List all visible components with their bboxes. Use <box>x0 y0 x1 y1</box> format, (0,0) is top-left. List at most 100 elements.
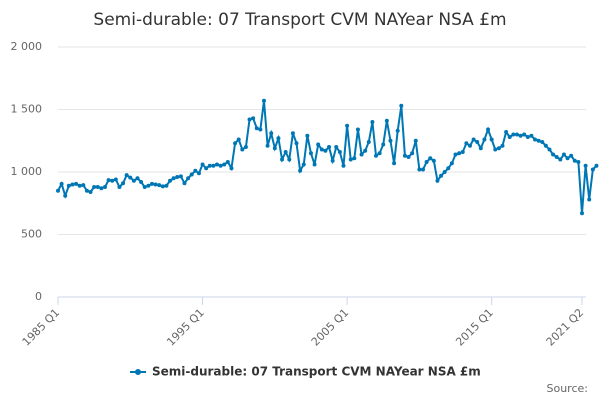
point <box>413 138 418 143</box>
point <box>337 150 342 154</box>
point <box>305 133 310 138</box>
point <box>124 173 129 178</box>
point <box>511 132 516 137</box>
point <box>283 150 288 154</box>
point <box>294 141 299 146</box>
point <box>435 178 440 183</box>
point <box>178 174 183 179</box>
point <box>323 148 328 153</box>
point <box>449 161 454 166</box>
point <box>77 183 82 188</box>
point <box>529 133 534 138</box>
point <box>417 167 422 172</box>
point <box>258 127 263 132</box>
y-tick-label: 1 500 <box>11 103 43 116</box>
point <box>110 178 115 183</box>
point <box>63 193 68 198</box>
point <box>189 172 194 177</box>
point <box>442 170 447 174</box>
point <box>381 142 386 147</box>
point <box>388 138 393 143</box>
point <box>182 181 187 186</box>
point <box>420 167 425 172</box>
point <box>135 176 140 181</box>
point <box>543 143 548 148</box>
point <box>131 178 136 183</box>
point <box>363 148 368 153</box>
point <box>280 157 285 162</box>
y-tick-label: 1 000 <box>11 165 43 178</box>
point <box>113 177 118 182</box>
x-tick-label: 2005 Q1 <box>309 306 352 349</box>
series-line <box>57 100 598 214</box>
point <box>276 136 281 141</box>
point <box>233 141 238 146</box>
point <box>56 188 60 193</box>
point <box>594 163 599 168</box>
point <box>569 153 574 158</box>
point <box>117 185 122 189</box>
point <box>88 190 93 194</box>
point <box>431 158 436 163</box>
point <box>81 183 86 188</box>
point <box>467 143 472 148</box>
point <box>319 147 324 152</box>
point <box>392 161 397 166</box>
point <box>66 183 71 188</box>
point <box>265 143 270 148</box>
point <box>157 183 162 188</box>
point <box>164 183 169 188</box>
point <box>580 211 584 216</box>
point <box>236 137 241 142</box>
point <box>475 140 480 144</box>
point <box>355 127 360 132</box>
point <box>196 171 201 176</box>
y-tick-label: 500 <box>21 228 42 241</box>
point <box>471 137 476 142</box>
point <box>460 150 465 154</box>
point <box>254 126 259 131</box>
point <box>193 168 198 173</box>
point <box>175 175 180 179</box>
point <box>590 167 595 172</box>
point <box>160 184 165 189</box>
point <box>370 120 375 124</box>
point <box>439 173 444 178</box>
point <box>84 188 89 193</box>
point <box>424 160 429 164</box>
point <box>348 157 353 162</box>
point <box>121 181 126 186</box>
point <box>211 163 216 168</box>
point <box>533 137 538 142</box>
point <box>500 143 505 148</box>
point <box>251 116 256 121</box>
point <box>215 162 220 167</box>
point <box>446 166 451 171</box>
point <box>153 182 158 187</box>
point <box>504 130 509 134</box>
point <box>406 155 411 159</box>
point <box>514 132 519 137</box>
point <box>402 153 407 158</box>
point <box>374 153 379 158</box>
point <box>507 135 512 139</box>
point <box>222 162 227 167</box>
point <box>482 137 487 142</box>
point <box>106 178 111 183</box>
point <box>171 176 176 181</box>
point <box>308 151 313 156</box>
point <box>272 146 277 151</box>
point <box>554 155 559 159</box>
point <box>128 175 133 180</box>
point <box>352 156 357 161</box>
point <box>74 181 79 186</box>
point <box>366 140 371 144</box>
point <box>345 123 350 128</box>
point <box>102 185 107 189</box>
point <box>146 183 151 188</box>
point <box>59 181 64 186</box>
point <box>142 185 147 189</box>
point <box>359 152 364 157</box>
point <box>186 176 191 181</box>
point <box>583 163 588 168</box>
